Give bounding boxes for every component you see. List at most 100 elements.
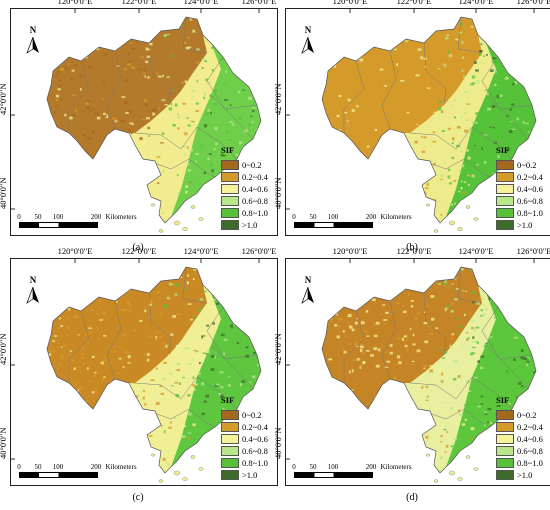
sif-pixel <box>395 181 398 184</box>
sif-pixel <box>196 48 200 51</box>
sif-pixel <box>475 200 477 203</box>
sif-pixel <box>148 300 153 303</box>
sif-pixel <box>114 397 118 400</box>
sif-pixel <box>89 331 93 334</box>
sif-pixel <box>422 174 426 178</box>
sif-pixel <box>384 152 388 155</box>
sif-pixel <box>504 76 509 80</box>
sif-pixel <box>64 154 68 156</box>
sif-pixel <box>516 77 521 79</box>
sif-pixel <box>47 62 49 65</box>
sif-pixel <box>511 103 515 106</box>
sif-pixel <box>455 466 459 470</box>
county-boundary <box>134 126 198 150</box>
sif-pixel <box>109 456 111 460</box>
sif-pixel <box>444 451 447 453</box>
sif-pixel <box>132 159 137 161</box>
sif-pixel <box>497 83 500 85</box>
sif-pixel <box>334 324 338 327</box>
sif-pixel <box>319 229 321 232</box>
sif-pixel <box>443 272 445 276</box>
legend-label: 0.6~0.8 <box>517 446 543 457</box>
sif-pixel <box>73 64 77 67</box>
lat-tick: 40°0'0"N <box>0 177 8 209</box>
legend-item: 0~0.2 <box>221 409 268 420</box>
west-region <box>47 17 207 159</box>
legend-title: SIF <box>221 145 235 155</box>
sif-pixel <box>514 286 518 289</box>
sif-pixel <box>64 113 67 117</box>
sif-pixel <box>373 444 377 448</box>
county-boundary <box>68 60 90 133</box>
sif-pixel <box>199 298 204 301</box>
sif-pixel <box>355 450 358 452</box>
sif-pixel <box>470 477 472 479</box>
sif-pixel <box>118 392 121 396</box>
sif-pixel <box>427 304 430 307</box>
legend-label: >1.0 <box>517 220 533 231</box>
sif-pixel <box>438 283 441 285</box>
sif-pixel <box>196 479 200 482</box>
sif-pixel <box>139 457 143 461</box>
sif-pixel <box>394 430 398 433</box>
sif-pixel <box>530 388 533 390</box>
sif-pixel <box>440 441 443 443</box>
sif-pixel <box>53 335 58 337</box>
sif-pixel <box>121 96 126 98</box>
sif-pixel <box>327 173 331 177</box>
sif-pixel <box>163 305 167 308</box>
sif-pixel <box>322 267 323 269</box>
sif-pixel <box>347 321 350 325</box>
sif-pixel <box>483 344 487 348</box>
sif-pixel <box>75 267 78 270</box>
sif-pixel <box>252 107 256 109</box>
sif-pixel <box>540 97 543 100</box>
sif-pixel <box>257 313 261 316</box>
sif-pixel <box>378 146 382 149</box>
sif-pixel <box>513 294 518 296</box>
sif-pixel <box>68 158 72 161</box>
sif-pixel <box>147 76 150 79</box>
sif-pixel <box>464 164 468 167</box>
legend-swatch <box>496 470 514 481</box>
lat-tick: 42°0'0"N <box>0 333 8 365</box>
sif-pixel <box>100 361 103 365</box>
sif-pixel <box>127 52 130 55</box>
sif-pixel <box>368 59 372 62</box>
sif-pixel <box>49 139 53 143</box>
sif-pixel <box>459 412 463 416</box>
sif-pixel <box>118 411 121 414</box>
sif-pixel <box>256 59 260 61</box>
sif-pixel <box>215 142 218 146</box>
sif-pixel <box>351 109 355 112</box>
sif-pixel <box>340 83 345 87</box>
sif-pixel <box>519 294 523 298</box>
sif-pixel <box>166 296 170 300</box>
sif-pixel <box>122 365 125 369</box>
sif-pixel <box>47 104 48 106</box>
sif-pixel <box>43 171 45 174</box>
sif-pixel <box>457 205 461 208</box>
sif-pixel <box>405 362 409 365</box>
sif-pixel <box>538 110 541 113</box>
sif-pixel <box>124 351 129 354</box>
sif-pixel <box>76 295 80 298</box>
lat-tick: 42°0'0"N <box>0 83 8 115</box>
sif-pixel <box>453 287 455 289</box>
sif-pixel <box>192 121 195 123</box>
sif-pixel <box>259 77 261 81</box>
sif-pixel <box>526 281 530 285</box>
sif-pixel <box>395 205 398 208</box>
legend-item: 0.2~0.4 <box>496 421 543 432</box>
scale-graphic <box>19 472 98 478</box>
county-boundary <box>485 344 529 390</box>
sif-pixel <box>375 321 380 325</box>
sif-pixel <box>48 327 51 330</box>
sif-pixel <box>463 118 465 121</box>
sif-pixel <box>111 117 116 120</box>
sif-pixel <box>452 443 455 446</box>
sif-pixel <box>106 189 109 191</box>
sif-pixel <box>223 268 226 272</box>
sif-pixel <box>402 337 404 341</box>
sif-pixel <box>354 166 356 169</box>
